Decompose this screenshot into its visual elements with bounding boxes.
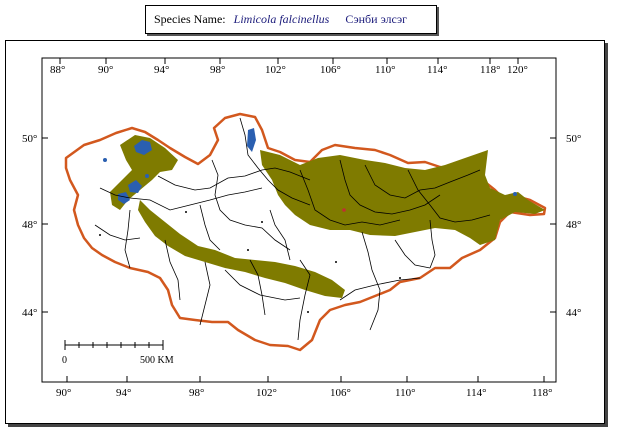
lakes	[103, 128, 517, 204]
boundaries-and-rivers	[94, 117, 491, 341]
top-longitude-labels: 88° 90° 94° 98° 102° 106° 110° 114° 118°…	[50, 64, 528, 76]
bottom-longitude-labels: 90° 94° 98° 102° 106° 110° 114° 118°	[56, 387, 553, 399]
lon-label: 106°	[320, 64, 341, 76]
lon-label: 90°	[56, 387, 71, 399]
lat-label: 48°	[566, 219, 581, 231]
settlement-dot	[307, 311, 309, 313]
lon-label: 98°	[210, 64, 225, 76]
lat-label: 44°	[22, 307, 37, 319]
species-name-label: Species Name:	[154, 12, 226, 26]
lon-label: 114°	[427, 64, 448, 76]
lake-buir	[513, 192, 517, 196]
settlement-dot	[335, 261, 337, 263]
lat-label: 44°	[566, 307, 581, 319]
scale-bar: 0 500 KM	[62, 340, 174, 366]
settlement-dot	[399, 277, 401, 279]
settlement-dot	[247, 249, 249, 251]
lake-small	[103, 158, 107, 162]
lon-label: 120°	[507, 64, 528, 76]
lake-khar-us	[118, 192, 130, 204]
lon-label: 114°	[466, 387, 487, 399]
lon-label: 98°	[189, 387, 204, 399]
lake-uvs	[134, 140, 152, 155]
scale-start-label: 0	[62, 355, 67, 366]
species-native-name: Сэнби элсэг	[345, 12, 408, 26]
lake-small	[145, 174, 149, 178]
lon-label: 106°	[330, 387, 351, 399]
lon-label: 110°	[375, 64, 396, 76]
lon-label: 110°	[395, 387, 416, 399]
lon-label: 94°	[116, 387, 131, 399]
lat-label: 48°	[22, 219, 37, 231]
settlement-dot	[185, 211, 187, 213]
species-title-box: Species Name: Limicola falcinellus Сэнби…	[145, 5, 437, 34]
species-latin-name: Limicola falcinellus	[233, 12, 330, 26]
lon-label: 118°	[480, 64, 501, 76]
lake-khovsgol	[247, 128, 256, 152]
graticule-frame	[41, 57, 557, 383]
lon-label: 90°	[98, 64, 113, 76]
lon-label: 102°	[265, 64, 286, 76]
lon-label: 94°	[154, 64, 169, 76]
lake-khyargas	[128, 180, 142, 193]
settlement-dot	[261, 221, 263, 223]
lat-label: 50°	[22, 133, 37, 145]
lon-label: 88°	[50, 64, 65, 76]
lon-label: 118°	[532, 387, 553, 399]
scale-end-label: 500 KM	[140, 355, 174, 366]
settlement-dot	[99, 234, 101, 236]
range-west-lakes	[110, 135, 178, 210]
range-south-band	[138, 200, 345, 298]
capital-marker	[342, 208, 346, 212]
settlements	[99, 211, 401, 313]
lon-label: 102°	[256, 387, 277, 399]
left-latitude-labels: 50° 48° 44°	[22, 133, 37, 319]
right-latitude-labels: 50° 48° 44°	[566, 133, 581, 319]
lat-label: 50°	[566, 133, 581, 145]
